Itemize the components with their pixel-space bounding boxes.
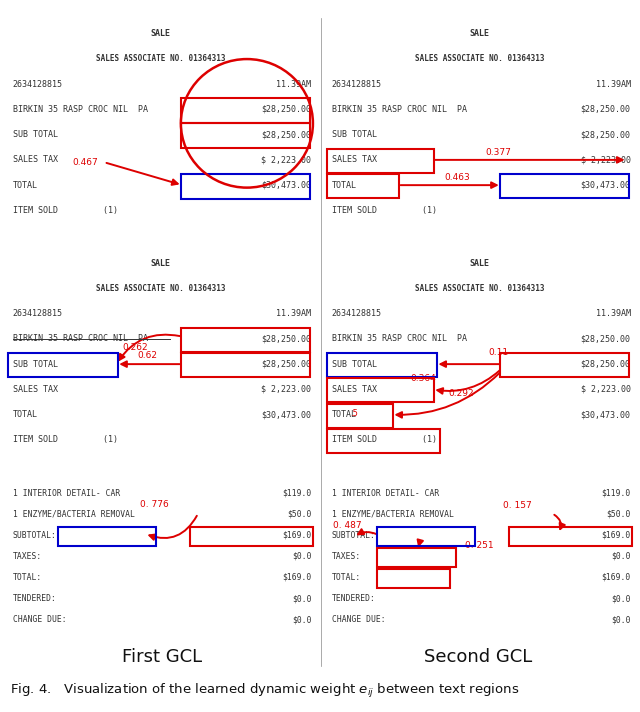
Text: $28,250.00: $28,250.00: [261, 360, 311, 369]
Text: SALES TAX: SALES TAX: [332, 155, 377, 164]
Text: BIRKIN 35 RASP CROC NIL  PA: BIRKIN 35 RASP CROC NIL PA: [13, 105, 148, 114]
Text: $119.0: $119.0: [282, 488, 311, 498]
Text: SALE: SALE: [150, 258, 170, 268]
Text: 11.39AM: 11.39AM: [276, 309, 311, 318]
Text: SUB TOTAL: SUB TOTAL: [332, 130, 377, 139]
Text: 0.463: 0.463: [445, 174, 470, 182]
Text: $169.0: $169.0: [282, 573, 311, 582]
Text: $30,473.00: $30,473.00: [580, 410, 630, 419]
Text: Second GCL: Second GCL: [424, 648, 532, 666]
Text: $ 2,223.00: $ 2,223.00: [261, 385, 311, 394]
Text: 0. 487: 0. 487: [333, 521, 362, 530]
Text: $0.0: $0.0: [292, 615, 311, 624]
Text: 2634128815: 2634128815: [332, 309, 382, 318]
Text: $ 2,223.00: $ 2,223.00: [580, 155, 630, 164]
Text: 2634128815: 2634128815: [13, 309, 63, 318]
Text: SUB TOTAL: SUB TOTAL: [332, 360, 377, 369]
Text: BIRKIN 35 RASP CROC NIL  PA: BIRKIN 35 RASP CROC NIL PA: [13, 335, 148, 343]
Text: CHANGE DUE:: CHANGE DUE:: [332, 615, 385, 624]
Text: ITEM SOLD         (1): ITEM SOLD (1): [332, 436, 436, 444]
Text: SALE: SALE: [150, 29, 170, 38]
Text: $28,250.00: $28,250.00: [261, 335, 311, 343]
Text: 2634128815: 2634128815: [13, 80, 63, 88]
Text: $28,250.00: $28,250.00: [580, 130, 630, 139]
Text: SUBTOTAL:: SUBTOTAL:: [332, 530, 376, 540]
Text: TOTAL: TOTAL: [13, 181, 38, 189]
Text: 1 ENZYME/BACTERIA REMOVAL: 1 ENZYME/BACTERIA REMOVAL: [332, 510, 454, 518]
Text: SALES TAX: SALES TAX: [13, 155, 58, 164]
Text: SALES ASSOCIATE NO. 01364313: SALES ASSOCIATE NO. 01364313: [415, 284, 545, 293]
Text: $169.0: $169.0: [601, 573, 630, 582]
Text: 0. 776: 0. 776: [140, 500, 168, 509]
Text: SALES ASSOCIATE NO. 01364313: SALES ASSOCIATE NO. 01364313: [415, 54, 545, 63]
Text: $169.0: $169.0: [282, 530, 311, 540]
Text: TOTAL:: TOTAL:: [332, 573, 361, 582]
Text: 11.39AM: 11.39AM: [595, 80, 630, 88]
Text: 0. 251: 0. 251: [465, 541, 494, 550]
Text: $0.0: $0.0: [611, 594, 630, 603]
Text: BIRKIN 35 RASP CROC NIL  PA: BIRKIN 35 RASP CROC NIL PA: [332, 335, 467, 343]
Text: 1 INTERIOR DETAIL- CAR: 1 INTERIOR DETAIL- CAR: [13, 488, 120, 498]
Text: SALES TAX: SALES TAX: [332, 385, 377, 394]
Text: First GCL: First GCL: [122, 648, 202, 666]
Text: SUB TOTAL: SUB TOTAL: [13, 130, 58, 139]
Text: ITEM SOLD         (1): ITEM SOLD (1): [13, 206, 118, 215]
Text: TENDERED:: TENDERED:: [13, 594, 56, 603]
Text: 0.467: 0.467: [72, 157, 98, 167]
Text: CHANGE DUE:: CHANGE DUE:: [13, 615, 67, 624]
Text: 0.262: 0.262: [122, 343, 148, 352]
Text: TENDERED:: TENDERED:: [332, 594, 376, 603]
Text: 0.377: 0.377: [486, 148, 511, 157]
Text: $0.0: $0.0: [292, 552, 311, 561]
Text: SALE: SALE: [470, 258, 490, 268]
Text: TOTAL: TOTAL: [13, 410, 38, 419]
Text: TAXES:: TAXES:: [13, 552, 42, 561]
Text: TOTAL: TOTAL: [332, 410, 356, 419]
Text: $50.0: $50.0: [287, 510, 311, 518]
Text: ITEM SOLD         (1): ITEM SOLD (1): [332, 206, 436, 215]
Text: .5: .5: [350, 409, 358, 418]
Text: BIRKIN 35 RASP CROC NIL  PA: BIRKIN 35 RASP CROC NIL PA: [332, 105, 467, 114]
Text: TAXES:: TAXES:: [332, 552, 361, 561]
Text: 0.62: 0.62: [138, 350, 158, 360]
Text: SALE: SALE: [470, 29, 490, 38]
Text: $28,250.00: $28,250.00: [580, 335, 630, 343]
Text: $30,473.00: $30,473.00: [261, 181, 311, 189]
Text: $30,473.00: $30,473.00: [261, 410, 311, 419]
Text: $0.0: $0.0: [611, 615, 630, 624]
Text: $28,250.00: $28,250.00: [580, 360, 630, 369]
Text: SALES TAX: SALES TAX: [13, 385, 58, 394]
Text: Fig. 4.   Visualization of the learned dynamic weight $e_{ij}$ between text regi: Fig. 4. Visualization of the learned dyn…: [10, 681, 519, 700]
Text: $ 2,223.00: $ 2,223.00: [580, 385, 630, 394]
Text: 11.39AM: 11.39AM: [276, 80, 311, 88]
Text: 0.11: 0.11: [488, 348, 509, 357]
Text: 2634128815: 2634128815: [332, 80, 382, 88]
Text: 0. 157: 0. 157: [503, 501, 532, 510]
Text: 11.39AM: 11.39AM: [595, 309, 630, 318]
Text: $0.0: $0.0: [611, 552, 630, 561]
Text: $28,250.00: $28,250.00: [580, 105, 630, 114]
Text: $ 2,223.00: $ 2,223.00: [261, 155, 311, 164]
Text: $28,250.00: $28,250.00: [261, 130, 311, 139]
Text: 1 INTERIOR DETAIL- CAR: 1 INTERIOR DETAIL- CAR: [332, 488, 439, 498]
Text: $50.0: $50.0: [606, 510, 630, 518]
Text: $0.0: $0.0: [292, 594, 311, 603]
Text: $169.0: $169.0: [601, 530, 630, 540]
Text: SUBTOTAL:: SUBTOTAL:: [13, 530, 56, 540]
Text: SALES ASSOCIATE NO. 01364313: SALES ASSOCIATE NO. 01364313: [95, 54, 225, 63]
Text: ITEM SOLD         (1): ITEM SOLD (1): [13, 436, 118, 444]
Text: 0.292: 0.292: [448, 389, 474, 399]
Text: 0.364: 0.364: [410, 374, 436, 383]
Text: $30,473.00: $30,473.00: [580, 181, 630, 189]
Text: $119.0: $119.0: [601, 488, 630, 498]
Text: TOTAL:: TOTAL:: [13, 573, 42, 582]
Text: SUB TOTAL: SUB TOTAL: [13, 360, 58, 369]
Text: TOTAL: TOTAL: [332, 181, 356, 189]
Text: $28,250.00: $28,250.00: [261, 105, 311, 114]
Text: SALES ASSOCIATE NO. 01364313: SALES ASSOCIATE NO. 01364313: [95, 284, 225, 293]
Text: 1 ENZYME/BACTERIA REMOVAL: 1 ENZYME/BACTERIA REMOVAL: [13, 510, 134, 518]
